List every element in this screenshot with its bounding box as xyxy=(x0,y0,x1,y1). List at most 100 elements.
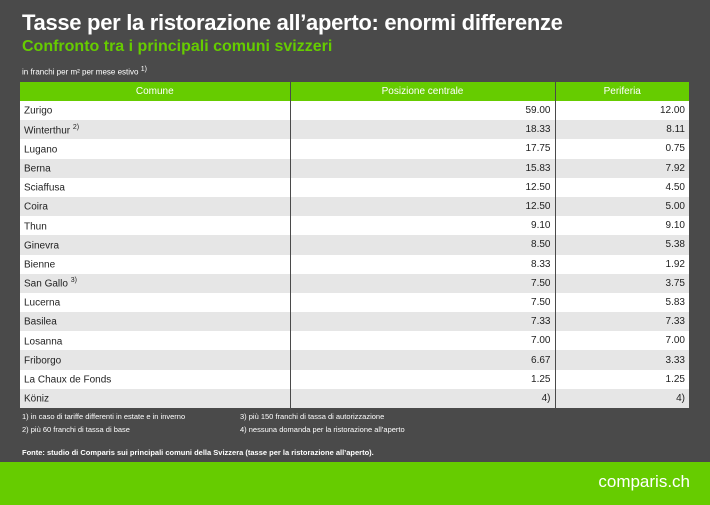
comune-name: Winterthur xyxy=(24,124,71,136)
page-subtitle: Confronto tra i principali comuni svizze… xyxy=(22,38,333,55)
comune-name: Coira xyxy=(24,201,48,213)
cell-centrale: 59.00 xyxy=(290,101,556,121)
comune-name: Losanna xyxy=(24,336,63,347)
cell-comune: Lucerna xyxy=(20,292,291,313)
cell-comune: Losanna xyxy=(20,331,291,351)
cell-comune: Sciaffusa xyxy=(20,177,291,197)
fees-table: Comune Posizione centrale Periferia Zuri… xyxy=(20,82,689,408)
header-periferia: Periferia xyxy=(555,82,689,101)
comune-name: Köniz xyxy=(24,393,50,405)
footnotes-left: 1) in caso di tariffe differenti in esta… xyxy=(22,410,185,436)
cell-centrale: 8.33 xyxy=(290,254,556,274)
cell-periferia: 5.38 xyxy=(555,235,689,255)
cell-periferia: 5.83 xyxy=(555,292,689,313)
table-row: Lucerna 7.50 5.83 xyxy=(20,292,689,313)
cell-centrale: 6.67 xyxy=(290,350,556,370)
cell-comune: Winterthur 2) xyxy=(20,120,291,140)
cell-comune: La Chaux de Fonds xyxy=(20,369,291,389)
table-row: Basilea 7.33 7.33 xyxy=(20,312,689,332)
comparis-logo: comparis.ch xyxy=(598,472,690,491)
table-row: Köniz 4) 4) xyxy=(20,388,689,408)
table-row: La Chaux de Fonds 1.25 1.25 xyxy=(20,369,689,389)
cell-periferia: 12.00 xyxy=(555,101,689,121)
cell-periferia: 7.33 xyxy=(555,312,689,332)
table-row: Ginevra 8.50 5.38 xyxy=(20,235,689,255)
table-row: Winterthur 2) 18.33 8.11 xyxy=(20,120,689,140)
unit-label: in franchi per m² per mese estivo 1) xyxy=(22,66,147,77)
cell-periferia: 5.00 xyxy=(555,196,689,217)
cell-centrale: 7.50 xyxy=(290,292,556,313)
table-row: Berna 15.83 7.92 xyxy=(20,158,689,178)
cell-comune: San Gallo 3) xyxy=(20,273,291,293)
cell-centrale: 8.50 xyxy=(290,235,556,255)
cell-periferia: 1.92 xyxy=(555,254,689,274)
source-text: Fonte: studio di Comparis sui principali… xyxy=(22,448,374,457)
cell-periferia: 3.33 xyxy=(555,350,689,370)
cell-centrale: 1.25 xyxy=(290,369,556,389)
comune-name: Friborgo xyxy=(24,355,62,367)
comune-name: Basilea xyxy=(24,316,57,328)
comune-name: Bienne xyxy=(24,259,56,271)
cell-centrale: 7.00 xyxy=(290,331,556,351)
cell-centrale: 7.50 xyxy=(290,273,556,293)
cell-centrale: 17.75 xyxy=(290,139,556,159)
comune-name: Lugano xyxy=(24,144,58,156)
cell-centrale: 15.83 xyxy=(290,158,556,178)
footnote-ref: 2) xyxy=(72,123,80,131)
footnote: 2) più 60 franchi di tassa di base xyxy=(22,425,130,434)
cell-comune: Basilea xyxy=(20,312,291,332)
cell-centrale: 9.10 xyxy=(290,216,556,236)
header-comune: Comune xyxy=(20,82,291,101)
comune-name: Thun xyxy=(24,220,47,232)
comune-name: La Chaux de Fonds xyxy=(24,374,112,386)
cell-comune: Köniz xyxy=(20,388,291,408)
table-row: Thun 9.10 9.10 xyxy=(20,216,689,236)
cell-comune: Lugano xyxy=(20,139,291,159)
comune-name: Lucerna xyxy=(24,297,61,309)
cell-periferia: 4) xyxy=(555,388,689,408)
footnote: 1) in caso di tariffe differenti in esta… xyxy=(22,412,186,421)
cell-comune: Coira xyxy=(20,196,291,217)
cell-periferia: 7.00 xyxy=(555,331,689,351)
cell-periferia: 7.92 xyxy=(555,158,689,178)
footnote: 4) nessuna domanda per la ristorazione a… xyxy=(240,425,405,434)
table-row: Lugano 17.75 0.75 xyxy=(20,139,689,159)
table-row: San Gallo 3) 7.50 3.75 xyxy=(20,273,689,293)
table-row: Losanna 7.00 7.00 xyxy=(20,331,689,351)
page-title: Tasse per la ristorazione all’aperto: en… xyxy=(22,10,563,35)
comune-name: San Gallo xyxy=(24,278,68,290)
cell-centrale: 12.50 xyxy=(290,196,556,217)
cell-comune: Thun xyxy=(20,216,291,236)
table-row: Sciaffusa 12.50 4.50 xyxy=(20,177,689,197)
footnotes-right: 3) più 150 franchi di tassa di autorizza… xyxy=(240,410,405,436)
comune-name: Berna xyxy=(24,163,51,175)
comune-name: Zurigo xyxy=(24,105,53,117)
cell-comune: Friborgo xyxy=(20,350,291,370)
cell-centrale: 4) xyxy=(290,388,556,408)
cell-periferia: 3.75 xyxy=(555,273,689,293)
comune-name: Ginevra xyxy=(24,240,60,252)
cell-comune: Berna xyxy=(20,158,291,178)
cell-periferia: 4.50 xyxy=(555,177,689,197)
footnote-ref: 3) xyxy=(70,277,77,285)
comune-name: Sciaffusa xyxy=(24,182,65,194)
cell-comune: Zurigo xyxy=(20,101,291,121)
cell-centrale: 7.33 xyxy=(290,312,556,332)
cell-centrale: 18.33 xyxy=(290,120,556,140)
cell-comune: Bienne xyxy=(20,254,291,274)
footer-bar: comparis.ch xyxy=(0,462,710,505)
table-row: Coira 12.50 5.00 xyxy=(20,196,689,217)
unit-footnote: 1) xyxy=(140,66,147,73)
cell-centrale: 12.50 xyxy=(290,177,556,197)
cell-periferia: 1.25 xyxy=(555,369,689,389)
table-row: Bienne 8.33 1.92 xyxy=(20,254,689,274)
footnote: 3) più 150 franchi di tassa di autorizza… xyxy=(240,412,385,421)
table-row: Friborgo 6.67 3.33 xyxy=(20,350,689,370)
unit-text: in franchi per m² per mese estivo xyxy=(22,67,139,77)
cell-periferia: 8.11 xyxy=(555,120,689,140)
header-centrale: Posizione centrale xyxy=(290,82,556,101)
table-row: Zurigo 59.00 12.00 xyxy=(20,101,689,121)
cell-comune: Ginevra xyxy=(20,235,291,255)
cell-periferia: 9.10 xyxy=(555,216,689,236)
cell-periferia: 0.75 xyxy=(555,139,689,159)
